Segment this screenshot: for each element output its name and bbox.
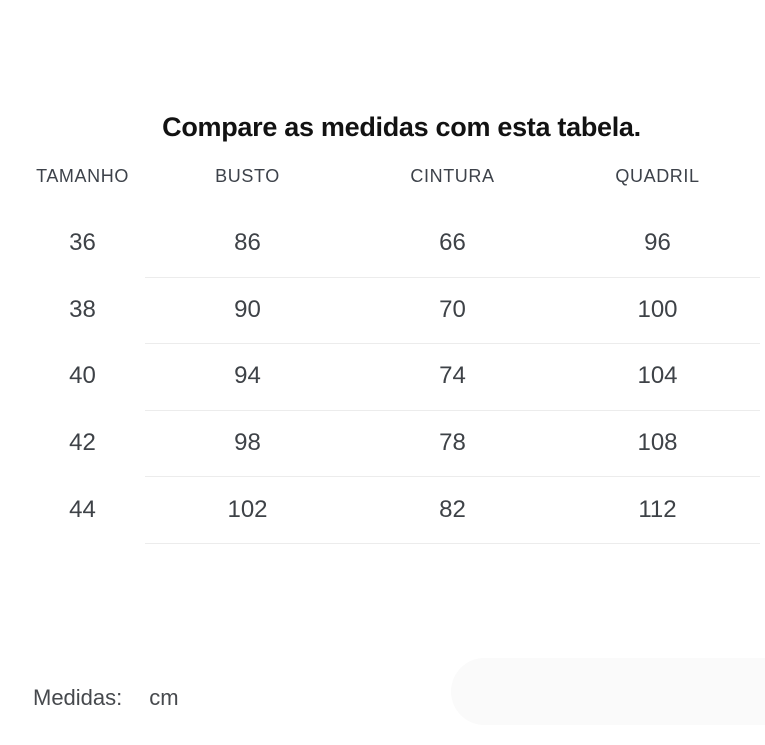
size-cell: 42	[69, 429, 96, 457]
cintura-cell: 74	[439, 362, 466, 390]
size-cell: 44	[69, 495, 96, 523]
size-cell: 40	[69, 362, 96, 390]
measures-unit: cm	[149, 685, 179, 710]
table-row: 36 86 66 96	[20, 210, 760, 278]
size-table-body: 36 86 66 96 38 90 70 100 40 94 74 104	[20, 210, 760, 544]
row-measures: 86 66 96	[145, 210, 760, 278]
row-measures: 94 74 104	[145, 343, 760, 411]
column-header-cintura: CINTURA	[410, 166, 495, 186]
table-row: 40 94 74 104	[20, 343, 760, 411]
column-header-tamanho: TAMANHO	[36, 166, 129, 186]
quadril-cell: 108	[637, 429, 678, 457]
busto-cell: 98	[234, 429, 261, 457]
rounded-placeholder-pill	[451, 658, 765, 725]
busto-cell: 86	[234, 229, 261, 257]
cintura-cell: 70	[439, 295, 466, 323]
table-row: 44 102 82 112	[20, 476, 760, 544]
column-header-quadril: QUADRIL	[615, 166, 700, 186]
measures-label: Medidas:	[33, 685, 123, 710]
busto-cell: 94	[234, 362, 261, 390]
row-measures: 102 82 112	[145, 476, 760, 544]
row-measures: 98 78 108	[145, 410, 760, 478]
table-row: 42 98 78 108	[20, 410, 760, 478]
table-header-row: TAMANHO BUSTO CINTURA QUADRIL	[20, 166, 760, 187]
cintura-cell: 66	[439, 229, 466, 257]
cintura-cell: 82	[439, 495, 466, 523]
table-header-measures: BUSTO CINTURA QUADRIL	[145, 166, 760, 187]
quadril-cell: 104	[637, 362, 678, 390]
cintura-cell: 78	[439, 429, 466, 457]
busto-cell: 102	[227, 495, 268, 523]
busto-cell: 90	[234, 295, 261, 323]
quadril-cell: 100	[637, 295, 678, 323]
measures-footer: Medidas: cm	[33, 685, 179, 711]
table-row: 38 90 70 100	[20, 277, 760, 345]
size-cell: 36	[69, 229, 96, 257]
row-measures: 90 70 100	[145, 277, 760, 345]
quadril-cell: 112	[638, 495, 677, 523]
page-title: Compare as medidas com esta tabela.	[162, 112, 641, 142]
column-header-busto: BUSTO	[215, 166, 280, 186]
size-cell: 38	[69, 295, 96, 323]
quadril-cell: 96	[644, 229, 671, 257]
